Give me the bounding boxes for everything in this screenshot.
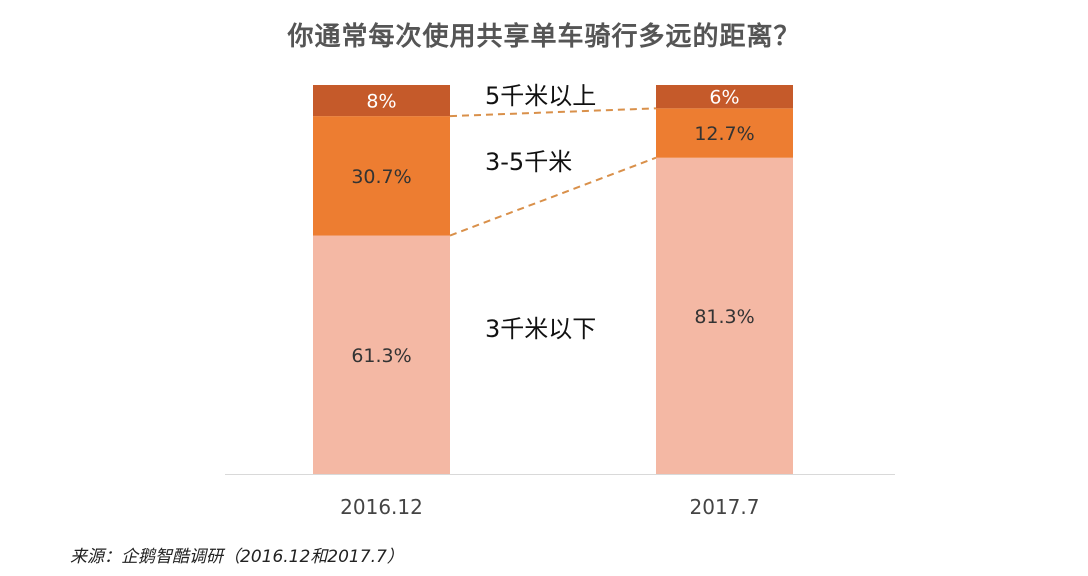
series-label-2: 3-5千米 [485,148,572,176]
data-label-2-1: 30.7% [351,166,411,188]
connector-line-1 [449,156,657,237]
chart-title: 你通常每次使用共享单车骑行多远的距离？ [287,22,801,52]
bar-segment-2-1 [313,116,450,236]
data-label-3-1: 8% [366,91,396,113]
data-label-1-1: 61.3% [351,345,411,367]
bar-segment-3-1 [313,85,450,117]
bar-segment-1-2 [656,157,793,475]
source-note: 来源：企鹅智酷调研（2016.12和2017.7） [70,547,404,567]
connector-line-2 [449,107,657,118]
bar-segment-2-2 [656,108,793,158]
bar-segment-3-2 [656,85,793,109]
category-label-1: 2016.12 [340,495,423,519]
series-label-1: 3千米以下 [485,315,596,343]
data-label-3-2: 6% [709,87,739,109]
category-label-2: 2017.7 [690,495,760,519]
data-label-2-2: 12.7% [694,123,754,145]
data-label-1-2: 81.3% [694,306,754,328]
bar-segment-1-1 [313,235,450,474]
series-label-3: 5千米以上 [485,82,596,110]
